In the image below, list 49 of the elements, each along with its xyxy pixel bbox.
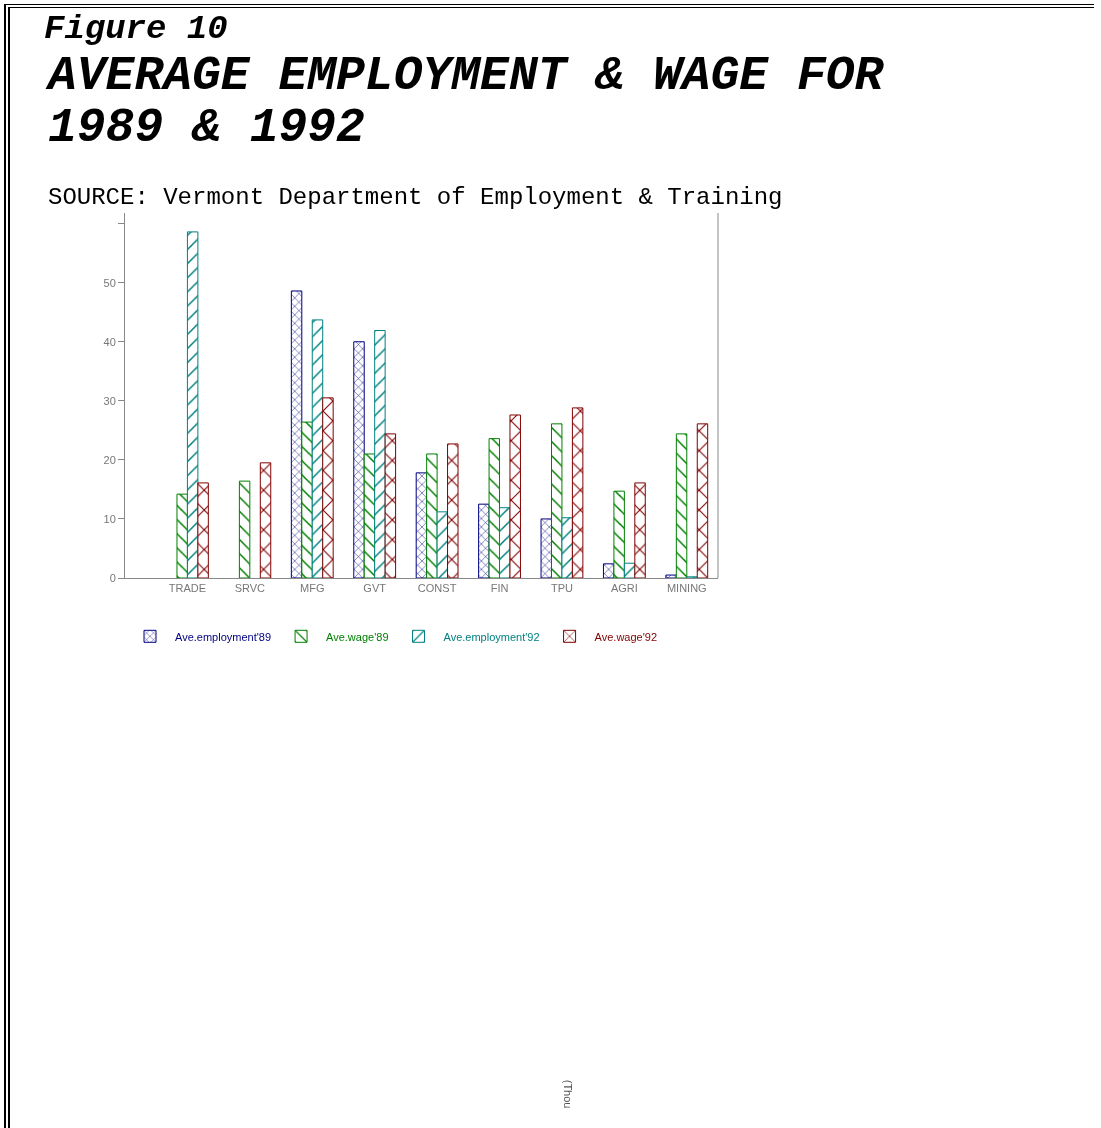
bar: [311, 319, 324, 578]
x-tick-label: FIN: [490, 582, 509, 595]
x-tick-label: TPU: [550, 582, 574, 595]
caption: Figure 10: [44, 10, 228, 48]
bar: [436, 511, 449, 578]
x-tick-label: GVT: [363, 582, 387, 595]
source-note: SOURCE: Vermont Department of Employment & Training: [48, 184, 783, 211]
bar: [675, 433, 688, 578]
bar: [426, 453, 438, 578]
x-tick-label: TRADE: [168, 582, 207, 595]
y-tick-label: 20: [103, 453, 116, 466]
bar: [353, 341, 365, 578]
bar: [322, 397, 334, 578]
x-tick-label: MINING: [666, 582, 707, 595]
bar: [561, 517, 573, 578]
bar: [571, 407, 584, 578]
y-tick-label: 10: [103, 512, 116, 525]
bar: [602, 563, 615, 578]
bar: [665, 574, 677, 578]
bar: [488, 438, 501, 578]
bar: [509, 414, 521, 578]
bar: [186, 231, 199, 578]
bar: [696, 423, 709, 578]
text: Ave.employment'89: [175, 630, 272, 643]
text: (Thou: [562, 1079, 575, 1109]
x-tick-label: AGRI: [610, 582, 638, 595]
bar: [197, 482, 209, 578]
bar: [290, 290, 303, 578]
bar: [447, 443, 459, 578]
bar: [238, 480, 251, 578]
y-tick-label: 50: [103, 276, 116, 289]
bar: [176, 493, 188, 578]
bar: [259, 462, 272, 578]
text: Ave.wage'89: [326, 630, 389, 643]
bar: [540, 518, 552, 578]
x-tick-label: MFG: [300, 582, 325, 595]
x-tick-label: SRVC: [234, 582, 266, 595]
bar: [550, 423, 563, 578]
text: Ave.wage'92: [594, 630, 658, 643]
y-tick-label: 30: [103, 394, 116, 407]
y-tick-label: 40: [103, 335, 116, 348]
bar: [301, 421, 313, 578]
text: Ave.employment'92: [443, 630, 540, 643]
x-tick-label: CONST: [417, 582, 457, 595]
bar: [374, 330, 386, 578]
bar: [613, 490, 625, 578]
bar: [634, 482, 646, 578]
bar: [384, 433, 397, 578]
y-tick-label: 0: [109, 571, 116, 584]
